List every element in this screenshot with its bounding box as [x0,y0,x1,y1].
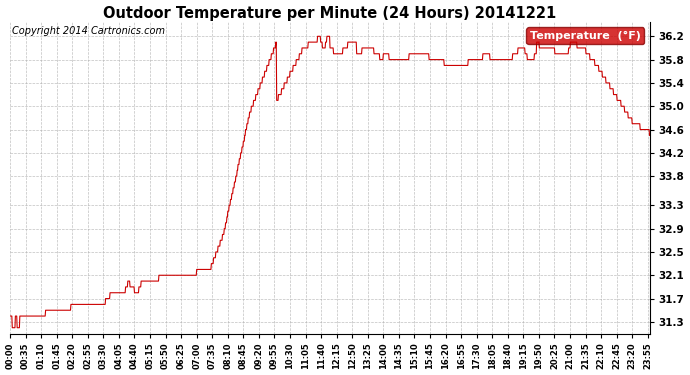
Title: Outdoor Temperature per Minute (24 Hours) 20141221: Outdoor Temperature per Minute (24 Hours… [104,6,556,21]
Legend: Temperature  (°F): Temperature (°F) [526,27,644,44]
Text: Copyright 2014 Cartronics.com: Copyright 2014 Cartronics.com [12,26,165,36]
